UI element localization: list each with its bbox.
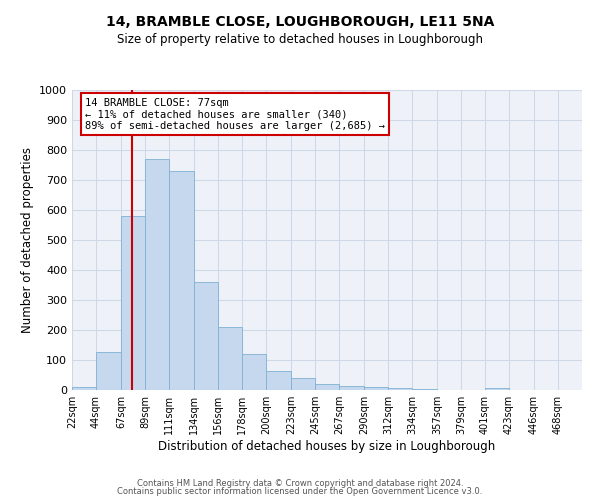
Bar	[145, 159, 169, 390]
Bar	[169, 171, 194, 390]
Bar	[485, 388, 509, 390]
Bar	[266, 370, 291, 390]
Bar	[96, 352, 121, 390]
X-axis label: Distribution of detached houses by size in Loughborough: Distribution of detached houses by size …	[158, 440, 496, 453]
Text: Contains public sector information licensed under the Open Government Licence v3: Contains public sector information licen…	[118, 487, 482, 496]
Bar	[194, 282, 218, 390]
Bar	[339, 386, 364, 390]
Bar	[364, 387, 388, 390]
Y-axis label: Number of detached properties: Number of detached properties	[20, 147, 34, 333]
Text: 14 BRAMBLE CLOSE: 77sqm
← 11% of detached houses are smaller (340)
89% of semi-d: 14 BRAMBLE CLOSE: 77sqm ← 11% of detache…	[85, 98, 385, 130]
Bar	[218, 327, 242, 390]
Text: 14, BRAMBLE CLOSE, LOUGHBOROUGH, LE11 5NA: 14, BRAMBLE CLOSE, LOUGHBOROUGH, LE11 5N…	[106, 15, 494, 29]
Bar	[388, 388, 412, 390]
Text: Contains HM Land Registry data © Crown copyright and database right 2024.: Contains HM Land Registry data © Crown c…	[137, 478, 463, 488]
Bar	[72, 387, 96, 390]
Bar	[121, 216, 145, 390]
Bar	[315, 384, 339, 390]
Bar	[291, 378, 315, 390]
Bar	[242, 354, 266, 390]
Text: Size of property relative to detached houses in Loughborough: Size of property relative to detached ho…	[117, 32, 483, 46]
